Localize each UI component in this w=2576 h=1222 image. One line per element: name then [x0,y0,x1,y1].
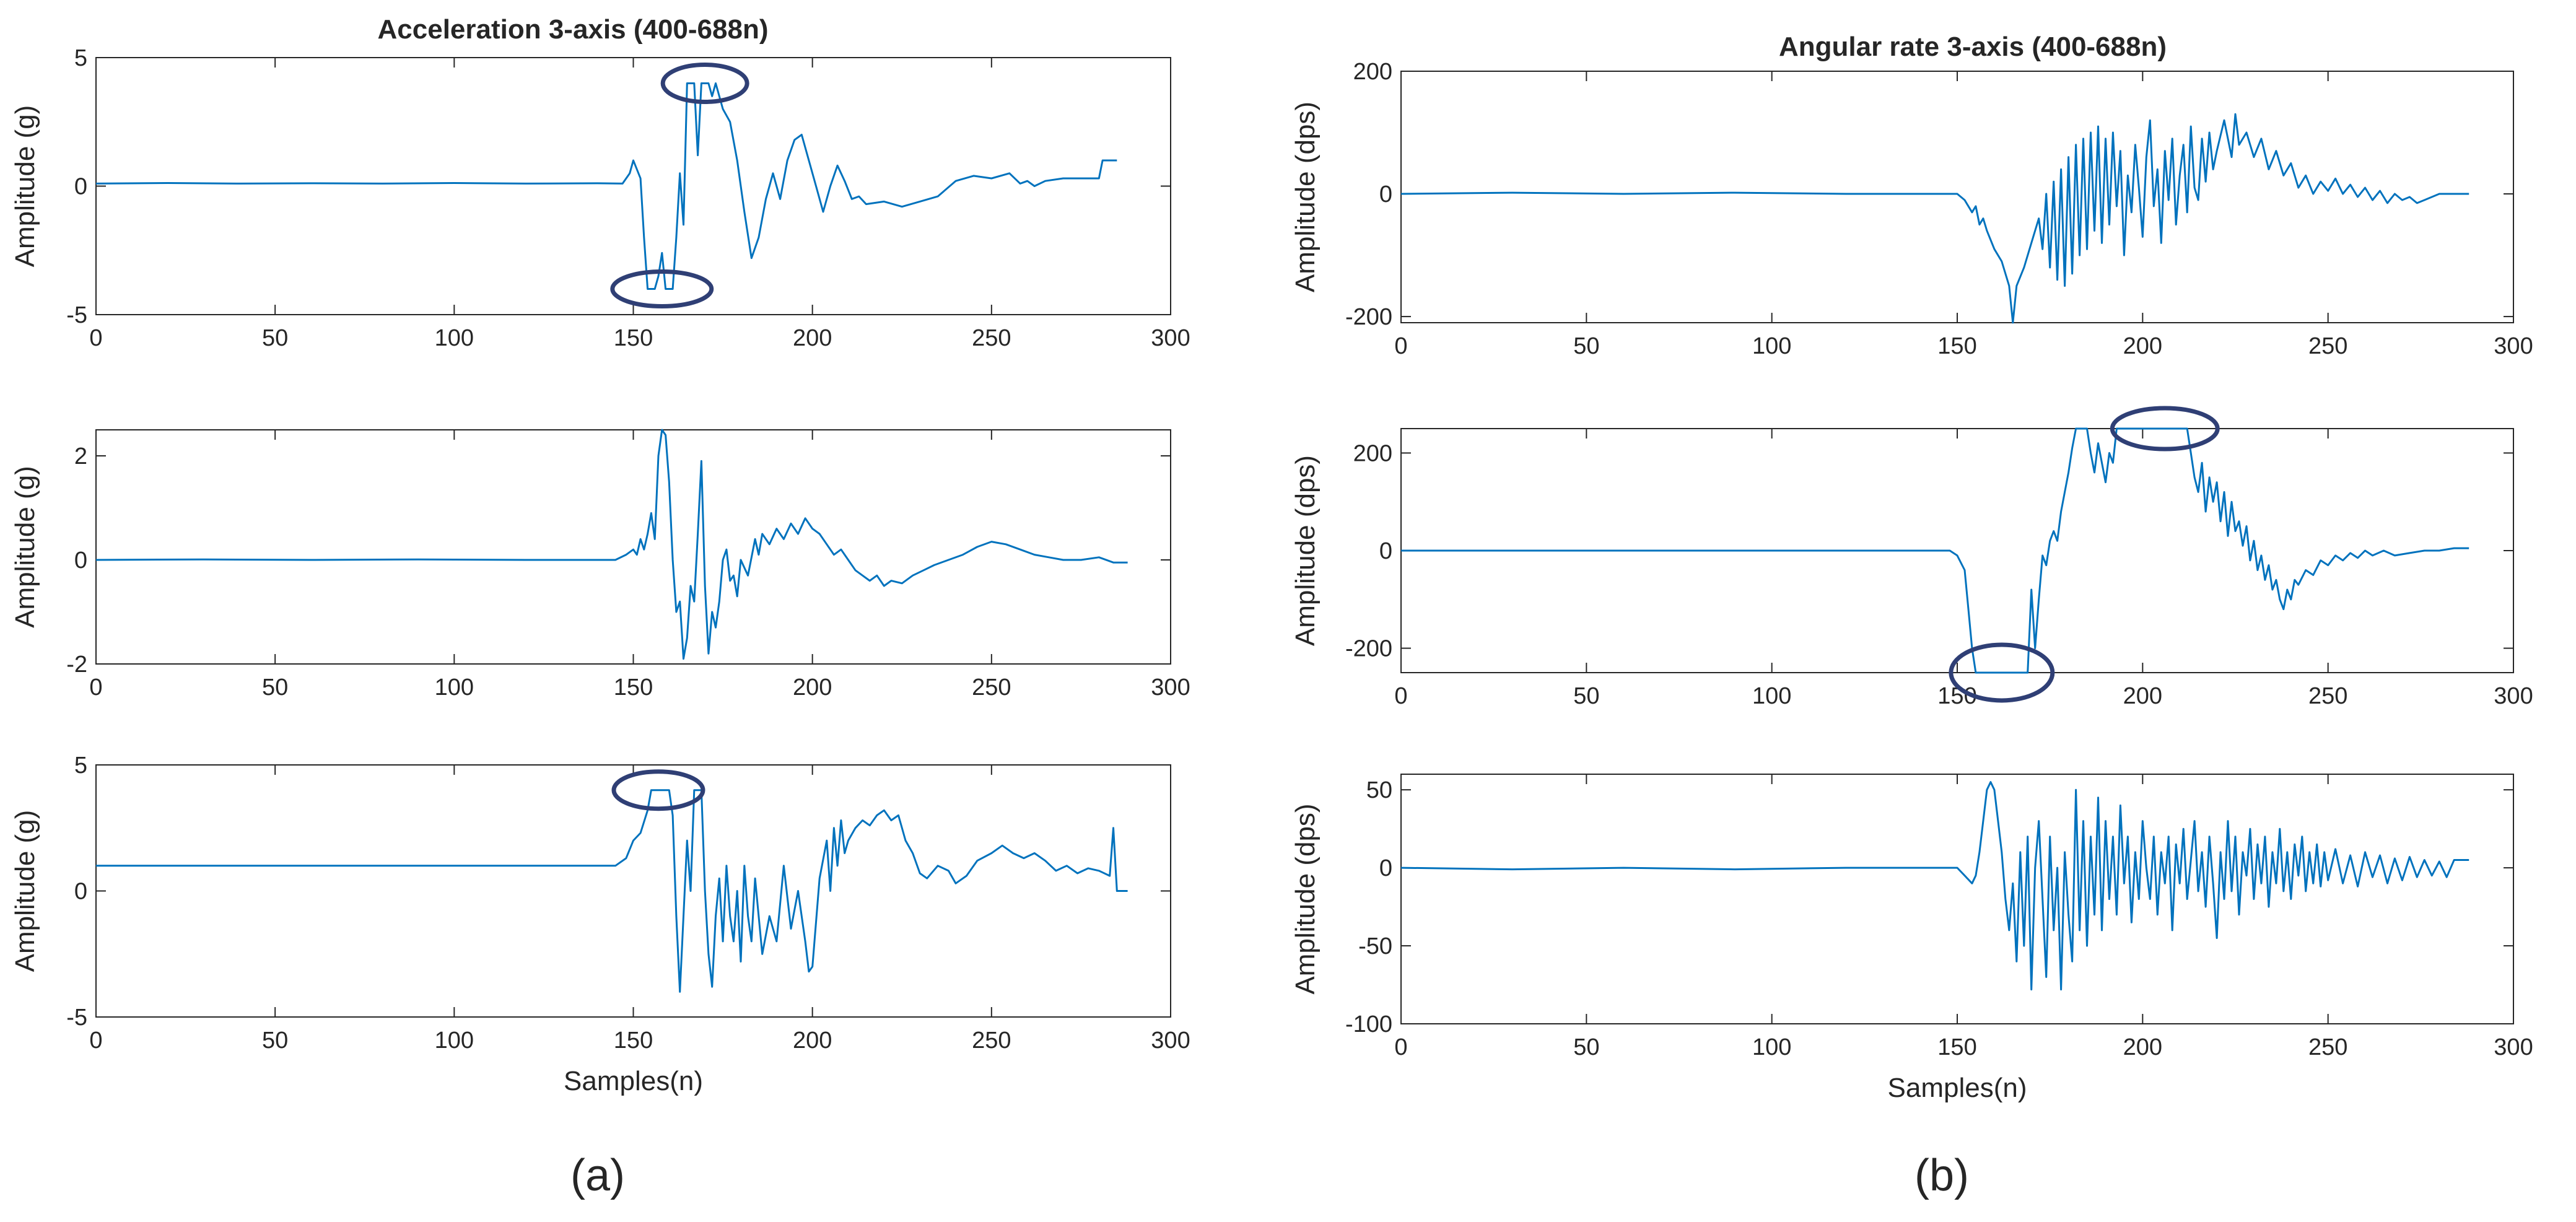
ax2-series-line [96,429,1128,660]
bx3-x-tick-label: 200 [2123,1034,2162,1060]
bx1-x-tick-label: 100 [1752,333,1791,359]
bx3-series-line [1401,781,2469,991]
bx2-y-tick-label: -200 [1345,636,1392,662]
ax3-x-tick-label: 100 [435,1028,474,1054]
ax2-x-tick-label: 0 [89,674,102,700]
ax3-saturation-marker [611,769,705,811]
bx3-x-tick-label: 0 [1394,1034,1407,1060]
bx2-y-axis-label: Amplitude (dps) [1290,455,1321,646]
bx1-x-tick-label: 250 [2308,333,2347,359]
ax1-y-axis-label: Amplitude (g) [10,105,40,268]
ax2-y-tick-label: 2 [74,443,87,469]
bx2-x-tick-label: 100 [1752,683,1791,709]
ax1-x-tick-label: 100 [435,325,474,351]
ax1-y-tick-label: -5 [66,302,87,328]
bx3-x-axis-label: Samples(n) [1888,1073,2027,1103]
ax2-y-tick-label: 0 [74,548,87,574]
bx1-plot-frame [1400,71,2514,323]
panel-b-title: Angular rate 3-axis (400-688n) [1779,32,2167,62]
bx1-x-tick-label: 300 [2494,333,2533,359]
ax3-x-tick-label: 300 [1151,1028,1190,1054]
bx3-x-tick-label: 50 [1573,1034,1599,1060]
ax2-x-tick-label: 250 [972,674,1011,700]
bx1-x-tick-label: 0 [1394,333,1407,359]
ax3-x-tick-label: 200 [793,1028,832,1054]
panel-a-label: (a) [570,1151,625,1200]
bx3-y-tick-label: 0 [1379,855,1392,881]
ax2-y-axis-label: Amplitude (g) [10,466,40,628]
bx3-y-tick-label: 50 [1366,777,1392,803]
bx1-y-tick-label: 200 [1353,59,1392,85]
ax3-y-tick-label: -5 [66,1005,87,1031]
panel-b-label: (b) [1915,1151,1969,1200]
bx3-y-tick-label: -100 [1345,1011,1392,1037]
bx1-x-tick-label: 200 [2123,333,2162,359]
ax3-y-axis-label: Amplitude (g) [10,810,40,972]
bx1-y-tick-label: 0 [1379,181,1392,207]
bx3-subplot: 0 50 100 150 200 250 300 -100 -50 0 50 Amplitude (d… [1290,774,2533,1103]
bx3-x-tick-label: 300 [2494,1034,2533,1060]
ax1-saturation-marker [660,63,749,104]
ax1-y-tick-label: 5 [74,45,87,71]
bx3-y-tick-label: -50 [1358,933,1392,959]
bx2-y-tick-label: 0 [1379,538,1392,564]
ax3-x-axis-label: Samples(n) [564,1066,703,1096]
ax3-x-tick-label: 150 [614,1028,653,1054]
ax3-series-line [96,789,1128,993]
ax3-x-tick-label: 0 [89,1028,102,1054]
ax1-y-tick-label: 0 [74,174,87,200]
ax3-y-tick-label: 0 [74,879,87,905]
ax2-x-tick-label: 200 [793,674,832,700]
ax2-plot-frame [95,429,1171,665]
bx2-saturation-marker [1949,642,2055,703]
ax1-x-tick-label: 200 [793,325,832,351]
ax2-x-tick-label: 150 [614,674,653,700]
bx3-x-tick-label: 250 [2308,1034,2347,1060]
bx2-x-tick-label: 50 [1573,683,1599,709]
bx3-plot-frame [1400,774,2514,1024]
bx1-x-tick-label: 50 [1573,333,1599,359]
bx1-series-line [1401,113,2469,324]
bx3-y-axis-label: Amplitude (dps) [1290,803,1321,994]
bx3-x-tick-label: 100 [1752,1034,1791,1060]
ax1-series-line [96,82,1117,290]
bx2-y-tick-label: 200 [1353,440,1392,466]
ax3-x-tick-label: 250 [972,1028,1011,1054]
ax1-x-tick-label: 0 [89,325,102,351]
ax1-plot-frame [95,57,1171,315]
ax1-x-tick-label: 50 [262,325,288,351]
bx1-x-tick-label: 150 [1937,333,1976,359]
ax1-saturation-marker [610,269,714,308]
bx3-x-tick-label: 150 [1937,1034,1976,1060]
ax1-x-tick-label: 250 [972,325,1011,351]
bx2-series-line [1401,427,2469,674]
ax3-y-tick-label: 5 [74,753,87,779]
bx2-x-tick-label: 300 [2494,683,2533,709]
ax3-plot-frame [95,764,1171,1018]
ax3-x-tick-label: 50 [262,1028,288,1054]
bx2-x-tick-label: 0 [1394,683,1407,709]
ax1-x-tick-label: 300 [1151,325,1190,351]
ax2-x-tick-label: 300 [1151,674,1190,700]
bx1-y-axis-label: Amplitude (dps) [1290,102,1321,292]
bx1-y-tick-label: -200 [1345,304,1392,330]
ax2-y-tick-label: -2 [66,652,87,678]
ax2-x-tick-label: 50 [262,674,288,700]
ax1-x-tick-label: 150 [614,325,653,351]
bx2-x-tick-label: 200 [2123,683,2162,709]
bx2-saturation-marker [2110,406,2220,452]
panel-a-title: Acceleration 3-axis (400-688n) [378,14,769,45]
ax2-x-tick-label: 100 [435,674,474,700]
bx2-x-tick-label: 250 [2308,683,2347,709]
